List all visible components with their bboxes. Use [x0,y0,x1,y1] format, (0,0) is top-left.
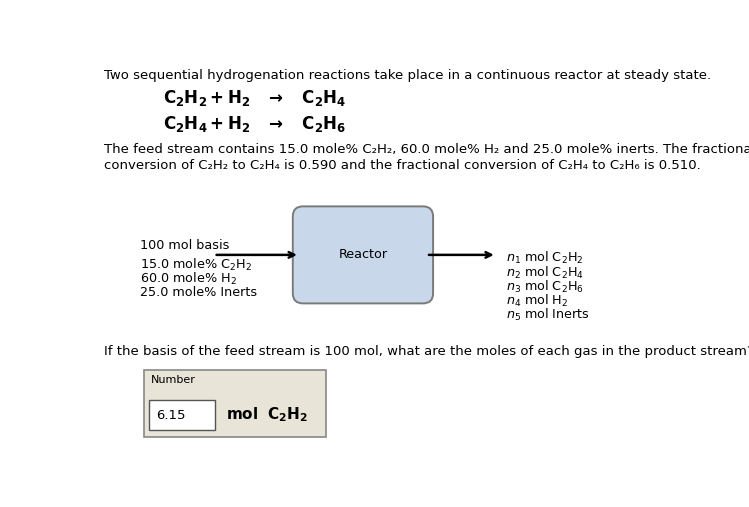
Text: $n_2$ mol $\mathregular{C_2H_4}$: $n_2$ mol $\mathregular{C_2H_4}$ [506,265,583,280]
Text: Number: Number [151,375,195,385]
Text: $\bf{C_2H_4 + H_2}$   $\bf{\rightarrow}$   $\bf{C_2H_6}$: $\bf{C_2H_4 + H_2}$ $\bf{\rightarrow}$ $… [163,114,347,134]
Text: 100 mol basis: 100 mol basis [140,239,229,252]
Text: $n_5$ mol Inerts: $n_5$ mol Inerts [506,307,590,323]
Text: $\mathregular{60.0\ mole\%\ H_2}$: $\mathregular{60.0\ mole\%\ H_2}$ [140,271,237,287]
Text: conversion of C₂H₂ to C₂H₄ is 0.590 and the fractional conversion of C₂H₄ to C₂H: conversion of C₂H₂ to C₂H₄ is 0.590 and … [103,159,700,172]
Text: $\mathregular{15.0\ mole\%\ C_2H_2}$: $\mathregular{15.0\ mole\%\ C_2H_2}$ [140,257,252,273]
Text: The feed stream contains 15.0 mole% C₂H₂, 60.0 mole% H₂ and 25.0 mole% inerts. T: The feed stream contains 15.0 mole% C₂H₂… [103,143,749,156]
FancyBboxPatch shape [293,206,433,303]
FancyBboxPatch shape [149,400,215,430]
Text: If the basis of the feed stream is 100 mol, what are the moles of each gas in th: If the basis of the feed stream is 100 m… [103,345,749,358]
Text: Two sequential hydrogenation reactions take place in a continuous reactor at ste: Two sequential hydrogenation reactions t… [103,68,711,82]
Text: $\bf{mol\ \ C_2H_2}$: $\bf{mol\ \ C_2H_2}$ [226,406,309,424]
Text: $n_1$ mol $\mathregular{C_2H_2}$: $n_1$ mol $\mathregular{C_2H_2}$ [506,250,583,266]
Text: 25.0 mole% Inerts: 25.0 mole% Inerts [140,285,257,299]
Text: $n_3$ mol $\mathregular{C_2H_6}$: $n_3$ mol $\mathregular{C_2H_6}$ [506,279,583,295]
Text: $n_4$ mol $\mathregular{H_2}$: $n_4$ mol $\mathregular{H_2}$ [506,293,568,309]
Text: $\bf{C_2H_2 + H_2}$   $\bf{\rightarrow}$   $\bf{C_2H_4}$: $\bf{C_2H_2 + H_2}$ $\bf{\rightarrow}$ $… [163,88,347,108]
Text: 6.15: 6.15 [157,409,186,421]
Text: Reactor: Reactor [339,248,387,262]
FancyBboxPatch shape [144,370,326,438]
